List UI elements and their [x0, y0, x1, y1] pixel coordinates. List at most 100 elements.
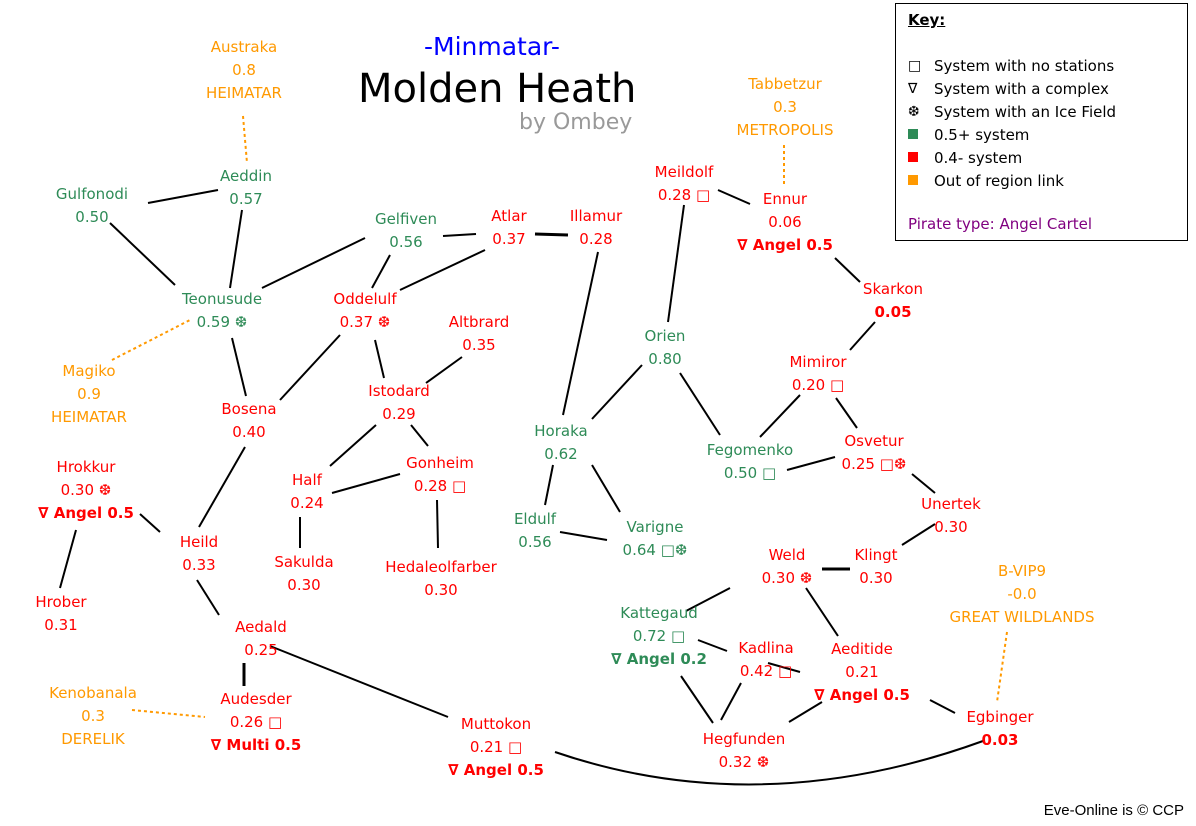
key-label: System with a complex [934, 80, 1109, 98]
copyright: Eve-Online is © CCP [1043, 802, 1184, 819]
jump-link-kadlina-hegfunden [720, 682, 742, 721]
system-name: Weld [768, 546, 806, 564]
system-audesder[interactable]: Audesder 0.26 □ ∇ Multi 0.5 [211, 688, 302, 757]
jump-link-half-gonheim [331, 473, 401, 494]
system-hedaleolfarber[interactable]: Hedaleolfarber 0.30 [385, 556, 497, 602]
system-name: Egbinger [966, 708, 1034, 726]
system-fegomenko[interactable]: Fegomenko 0.50 □ [707, 439, 793, 485]
system-bosena[interactable]: Bosena 0.40 [221, 398, 276, 444]
system-security: 0.64 □❆ [622, 541, 688, 559]
jump-link-eldulf-varigne [559, 531, 608, 541]
system-weld[interactable]: Weld 0.30 ❆ [762, 544, 813, 590]
system-half[interactable]: Half 0.24 [290, 469, 323, 515]
jump-link-osvetur-unertek [911, 473, 936, 494]
system-security: 0.80 [648, 350, 682, 368]
system-name: Kattegaud [620, 604, 698, 622]
jump-link-kattegaud-kadlina [697, 639, 728, 652]
system-name: Gelfiven [374, 210, 438, 228]
system-eldulf[interactable]: Eldulf 0.56 [514, 508, 556, 554]
system-security: 0.21 [845, 663, 879, 681]
system-security: 0.31 [44, 616, 78, 634]
external-link-bvip9-egbinger [996, 631, 1008, 703]
system-kadlina[interactable]: Kadlina 0.42 □ [738, 637, 793, 683]
key-label: Out of region link [934, 172, 1064, 190]
system-bvip9[interactable]: B-VIP9 -0.0 GREAT WILDLANDS [950, 560, 1095, 629]
system-skarkon[interactable]: Skarkon 0.05 [863, 278, 923, 324]
snowflake-icon: ❆ [908, 104, 920, 120]
system-hrober[interactable]: Hrober 0.31 [35, 591, 86, 637]
system-name: Fegomenko [706, 441, 794, 459]
external-link-magiko-teonusude [111, 319, 191, 361]
key-label: System with no stations [934, 57, 1115, 75]
system-sakulda[interactable]: Sakulda 0.30 [274, 551, 333, 597]
system-unertek[interactable]: Unertek 0.30 [921, 493, 981, 539]
system-orien[interactable]: Orien 0.80 [645, 325, 686, 371]
system-hegfunden[interactable]: Hegfunden 0.32 ❆ [703, 728, 786, 774]
system-egbinger[interactable]: Egbinger 0.03 [966, 706, 1033, 752]
system-austraka[interactable]: Austraka 0.8 HEIMATAR [206, 36, 282, 105]
system-kenobanala[interactable]: Kenobanala 0.3 DERELIK [49, 682, 137, 751]
jump-link-atlar-illamur [534, 232, 569, 237]
system-mimiror[interactable]: Mimiror 0.20 □ [789, 351, 846, 397]
system-name: Hedaleolfarber [385, 558, 497, 576]
system-illamur[interactable]: Illamur 0.28 [570, 205, 622, 251]
system-oddelulf[interactable]: Oddelulf 0.37 ❆ [333, 288, 396, 334]
system-name: Muttokon [460, 715, 532, 733]
system-security: 0.30 [287, 576, 321, 594]
system-muttokon[interactable]: Muttokon 0.21 □ ∇ Angel 0.5 [448, 713, 544, 782]
key-label: 0.4- system [934, 149, 1023, 167]
author-credit: by Ombey [519, 110, 633, 135]
system-gonheim[interactable]: Gonheim 0.28 □ [406, 452, 474, 498]
system-security: 0.24 [290, 494, 324, 512]
system-osvetur[interactable]: Osvetur 0.25 □❆ [842, 430, 907, 476]
system-heild[interactable]: Heild 0.33 [180, 531, 218, 577]
jump-link-gelfiven-atlar [442, 233, 477, 237]
system-name: Kenobanala [49, 684, 137, 702]
system-security: 0.30 ❆ [60, 481, 112, 499]
system-aedald[interactable]: Aedald 0.25 [235, 616, 287, 662]
system-ennur[interactable]: Ennur 0.06 ∇ Angel 0.5 [737, 188, 833, 257]
system-kattegaud[interactable]: Kattegaud 0.72 □ ∇ Angel 0.2 [611, 602, 707, 671]
system-security: 0.8 [232, 61, 256, 79]
system-extra: ∇ Angel 0.2 [611, 650, 707, 668]
system-gelfiven[interactable]: Gelfiven 0.56 [375, 208, 437, 254]
orange-swatch-icon [908, 175, 918, 185]
key-item-high-sec: 0.5+ system [908, 126, 1029, 144]
system-varigne[interactable]: Varigne 0.64 □❆ [623, 516, 688, 562]
system-security: 0.30 [424, 581, 458, 599]
system-extra: ∇ Angel 0.5 [737, 236, 833, 254]
system-teonusude[interactable]: Teonusude 0.59 ❆ [182, 288, 262, 334]
system-security: 0.3 [81, 707, 105, 725]
system-security: 0.37 ❆ [339, 313, 391, 331]
system-extra: ∇ Multi 0.5 [210, 736, 302, 754]
key-item-out-of-region: Out of region link [908, 172, 1064, 190]
system-security: 0.59 ❆ [196, 313, 248, 331]
system-klingt[interactable]: Klingt 0.30 [854, 544, 897, 590]
system-extra: HEIMATAR [51, 408, 127, 426]
jump-link-kattegaud-hegfunden [680, 675, 714, 724]
system-security: 0.05 [874, 303, 912, 321]
system-gulfonodi[interactable]: Gulfonodi 0.50 [56, 183, 128, 229]
system-magiko[interactable]: Magiko 0.9 HEIMATAR [51, 360, 127, 429]
system-hrokkur[interactable]: Hrokkur 0.30 ❆ ∇ Angel 0.5 [38, 456, 134, 525]
square-icon: □ [908, 58, 922, 74]
jump-link-illamur-horaka [562, 251, 599, 416]
jump-link-aeddin-gulfonodi [147, 189, 219, 204]
system-security: 0.56 [389, 233, 423, 251]
system-meildolf[interactable]: Meildolf 0.28 □ [655, 161, 714, 207]
system-atlar[interactable]: Atlar 0.37 [491, 205, 526, 251]
system-istodard[interactable]: Istodard 0.29 [368, 380, 429, 426]
system-name: Aeddin [220, 167, 272, 185]
system-tabbetzur[interactable]: Tabbetzur 0.3 METROPOLIS [737, 73, 834, 142]
system-aeditide[interactable]: Aeditide 0.21 ∇ Angel 0.5 [814, 638, 910, 707]
jump-link-aedald-muttokon [269, 645, 449, 718]
system-altbrard[interactable]: Altbrard 0.35 [449, 311, 510, 357]
system-horaka[interactable]: Horaka 0.62 [534, 420, 587, 466]
system-security: 0.50 [75, 208, 109, 226]
system-aeddin[interactable]: Aeddin 0.57 [220, 165, 272, 211]
jump-link-meildolf-orien [667, 204, 685, 323]
jump-link-orien-fegomenko [679, 372, 721, 436]
system-name: Altbrard [448, 313, 510, 331]
system-name: Half [292, 471, 322, 489]
system-security: 0.03 [981, 731, 1019, 749]
